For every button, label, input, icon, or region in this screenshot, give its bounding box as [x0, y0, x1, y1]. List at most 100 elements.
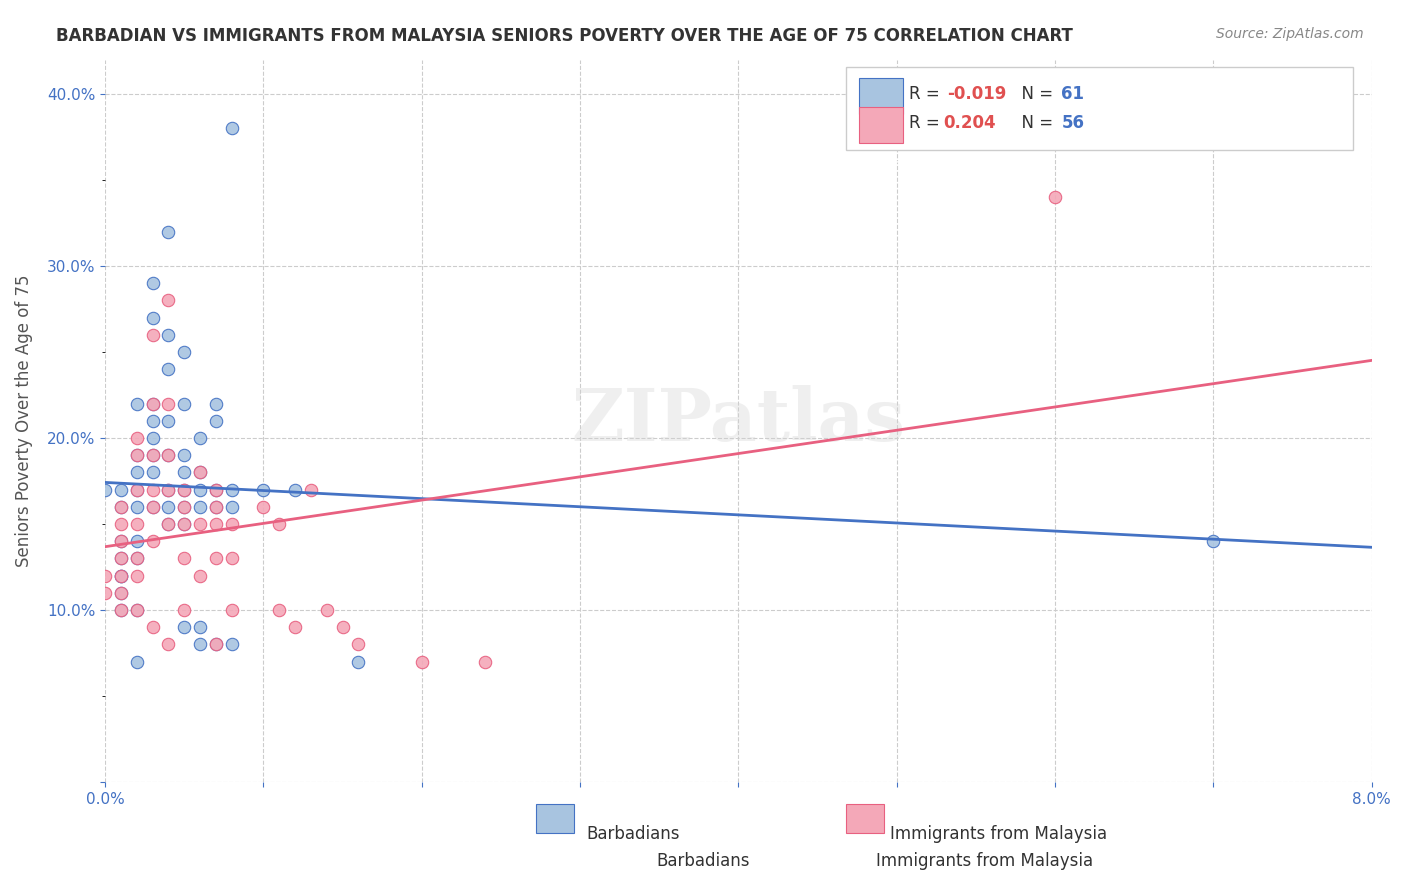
Point — [315, 603, 337, 617]
Text: Immigrants from Malaysia: Immigrants from Malaysia — [890, 825, 1108, 844]
Point — [269, 517, 291, 532]
Text: ZIPatlas: ZIPatlas — [571, 385, 905, 457]
Point — [142, 534, 165, 549]
Point — [173, 620, 195, 634]
Point — [173, 500, 195, 514]
Point — [157, 414, 180, 428]
Text: Barbadians: Barbadians — [657, 852, 749, 870]
Point — [125, 448, 148, 462]
Point — [347, 638, 370, 652]
Text: Source: ZipAtlas.com: Source: ZipAtlas.com — [1216, 27, 1364, 41]
Text: Immigrants from Malaysia: Immigrants from Malaysia — [876, 852, 1092, 870]
Text: R =: R = — [910, 85, 945, 103]
Point — [125, 534, 148, 549]
Point — [142, 500, 165, 514]
Point — [142, 448, 165, 462]
Point — [252, 483, 274, 497]
Point — [157, 225, 180, 239]
Point — [110, 551, 132, 566]
Point — [157, 483, 180, 497]
Point — [110, 586, 132, 600]
Point — [269, 603, 291, 617]
Point — [252, 500, 274, 514]
Point — [142, 414, 165, 428]
Point — [173, 466, 195, 480]
Point — [188, 620, 211, 634]
Text: 0.204: 0.204 — [943, 114, 997, 132]
Text: Barbadians: Barbadians — [586, 825, 681, 844]
Point — [110, 586, 132, 600]
Point — [142, 448, 165, 462]
Point — [188, 568, 211, 582]
Point — [411, 655, 433, 669]
Text: 56: 56 — [1062, 114, 1084, 132]
Point — [125, 397, 148, 411]
Point — [157, 483, 180, 497]
Point — [221, 517, 243, 532]
Point — [142, 500, 165, 514]
Point — [284, 620, 307, 634]
Point — [205, 414, 228, 428]
Point — [205, 500, 228, 514]
Point — [110, 517, 132, 532]
Point — [157, 448, 180, 462]
Point — [110, 568, 132, 582]
Point — [157, 448, 180, 462]
Point — [173, 397, 195, 411]
Point — [332, 620, 354, 634]
Point — [221, 121, 243, 136]
Point — [205, 500, 228, 514]
Point — [157, 517, 180, 532]
Point — [205, 483, 228, 497]
Point — [173, 551, 195, 566]
Point — [157, 327, 180, 342]
Point — [125, 551, 148, 566]
Point — [157, 293, 180, 308]
Point — [94, 568, 117, 582]
Point — [173, 517, 195, 532]
Point — [125, 551, 148, 566]
Point — [188, 431, 211, 445]
Point — [142, 327, 165, 342]
Point — [110, 483, 132, 497]
Point — [142, 466, 165, 480]
Point — [173, 483, 195, 497]
Point — [173, 345, 195, 359]
Point — [347, 655, 370, 669]
Point — [221, 638, 243, 652]
Point — [94, 586, 117, 600]
Point — [205, 551, 228, 566]
Point — [110, 500, 132, 514]
FancyBboxPatch shape — [859, 78, 903, 114]
Point — [125, 466, 148, 480]
Point — [110, 500, 132, 514]
FancyBboxPatch shape — [846, 67, 1353, 150]
Text: -0.019: -0.019 — [948, 85, 1007, 103]
Point — [1043, 190, 1066, 204]
Point — [173, 517, 195, 532]
Point — [157, 397, 180, 411]
Point — [188, 517, 211, 532]
Point — [188, 638, 211, 652]
Point — [125, 517, 148, 532]
Point — [474, 655, 496, 669]
Point — [188, 466, 211, 480]
Point — [110, 568, 132, 582]
Point — [142, 397, 165, 411]
Point — [205, 483, 228, 497]
Point — [173, 603, 195, 617]
Point — [125, 483, 148, 497]
Point — [142, 620, 165, 634]
Text: BARBADIAN VS IMMIGRANTS FROM MALAYSIA SENIORS POVERTY OVER THE AGE OF 75 CORRELA: BARBADIAN VS IMMIGRANTS FROM MALAYSIA SE… — [56, 27, 1073, 45]
Point — [125, 448, 148, 462]
Point — [125, 655, 148, 669]
Point — [157, 362, 180, 376]
Point — [157, 638, 180, 652]
Point — [142, 431, 165, 445]
Point — [205, 638, 228, 652]
Text: 61: 61 — [1062, 85, 1084, 103]
Point — [125, 568, 148, 582]
Text: N =: N = — [1011, 85, 1059, 103]
Point — [142, 483, 165, 497]
Point — [110, 603, 132, 617]
